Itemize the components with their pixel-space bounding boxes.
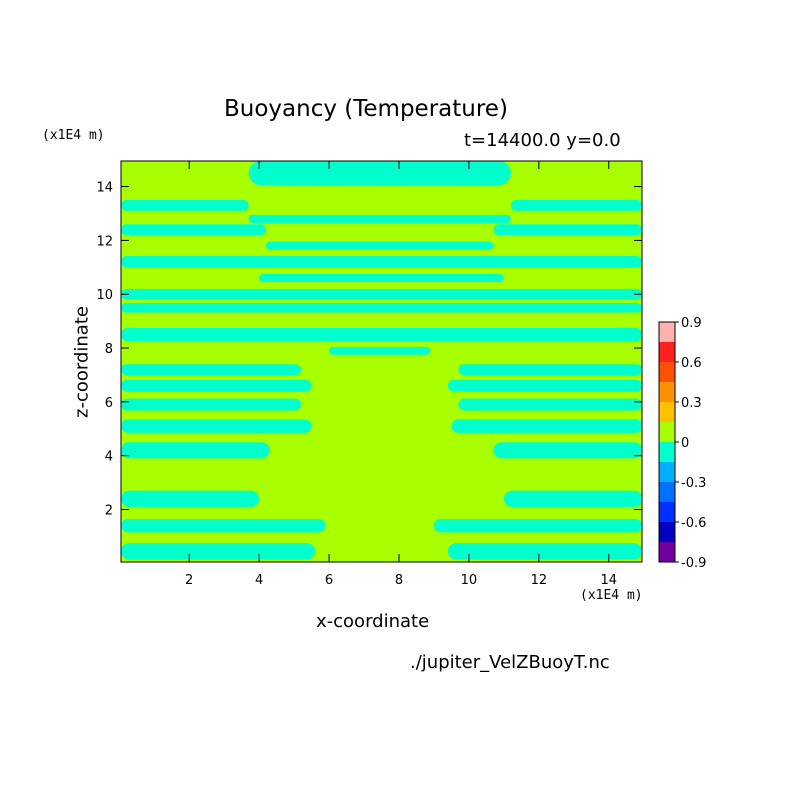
colorbar-swatch [659, 402, 675, 422]
contour-band [121, 518, 326, 533]
colorbar-swatch [659, 462, 675, 482]
colorbar-label: 0 [681, 436, 689, 451]
colorbar-label: 0.3 [681, 396, 702, 411]
chart-subtitle: t=14400.0 y=0.0 [464, 130, 621, 151]
colorbar-swatch [659, 382, 675, 402]
contour-band [121, 302, 642, 313]
contour-band [121, 419, 312, 433]
contour-band [121, 543, 316, 560]
contour-field [121, 161, 642, 562]
contour-band [447, 543, 642, 560]
y-tick-label: 8 [105, 342, 113, 357]
colorbar-label: 0.6 [681, 356, 702, 371]
contour-band [451, 419, 642, 433]
contour-band [248, 161, 511, 186]
contour-band [458, 398, 642, 411]
contour-band [510, 200, 642, 211]
contour-band [121, 288, 642, 300]
contour-band [493, 442, 642, 459]
contour-band [447, 379, 642, 392]
colorbar-swatch [659, 322, 675, 342]
colorbar-swatch [659, 522, 675, 542]
contour-band [259, 274, 504, 283]
x-tick-label: 12 [531, 573, 548, 588]
x-tick-label: 6 [325, 573, 333, 588]
y-tick-label: 12 [96, 234, 113, 249]
y-tick-label: 14 [96, 181, 113, 196]
colorbar-swatch [659, 482, 675, 502]
contour-band [121, 379, 312, 392]
colorbar-label: -0.3 [681, 476, 706, 491]
contour-band [121, 364, 302, 375]
colorbar-swatch [659, 362, 675, 382]
x-tick-label: 8 [395, 573, 403, 588]
contour-band [121, 442, 270, 459]
contour-band [493, 224, 642, 236]
y-tick-label: 10 [96, 288, 113, 303]
contour-band [266, 241, 494, 250]
chart-title: Buoyancy (Temperature) [224, 96, 508, 122]
contour-band [121, 224, 267, 236]
colorbar-label: -0.6 [681, 516, 706, 531]
y-axis-unit: (x1E4 m) [42, 128, 105, 143]
contour-band [433, 518, 642, 533]
contour-band [121, 398, 302, 411]
x-axis-label: x-coordinate [316, 611, 430, 632]
colorbar-swatch [659, 342, 675, 362]
contour-band [329, 346, 431, 355]
plot-frame [120, 160, 643, 563]
colorbar-swatch [659, 422, 675, 442]
colorbar-swatch [659, 502, 675, 522]
x-tick-label: 10 [461, 573, 478, 588]
colorbar-swatch [659, 442, 675, 462]
contour-band [121, 327, 642, 342]
y-tick-label: 2 [105, 504, 113, 519]
plot-axes: 2 4 6 8 10 12 14 2 4 6 8 10 12 14 [96, 160, 643, 588]
source-file-label: ./jupiter_VelZBuoyT.nc [410, 652, 610, 673]
contour-band [121, 490, 260, 507]
colorbar-swatch [659, 542, 675, 562]
contour-band [248, 214, 511, 223]
y-tick-label: 6 [105, 396, 113, 411]
contour-band [121, 256, 642, 268]
contour-band [121, 200, 249, 211]
contour-band [503, 490, 642, 507]
x-tick-label: 14 [601, 573, 618, 588]
colorbar-label: 0.9 [681, 316, 702, 331]
colorbar-label: -0.9 [681, 556, 706, 571]
x-tick-label: 4 [255, 573, 263, 588]
colorbar: 0.9 0.6 0.3 0 -0.3 -0.6 -0.9 [658, 316, 706, 571]
y-tick-label: 4 [105, 450, 113, 465]
x-tick-label: 2 [185, 573, 193, 588]
x-axis-unit: (x1E4 m) [580, 588, 643, 603]
contour-band [458, 364, 642, 375]
